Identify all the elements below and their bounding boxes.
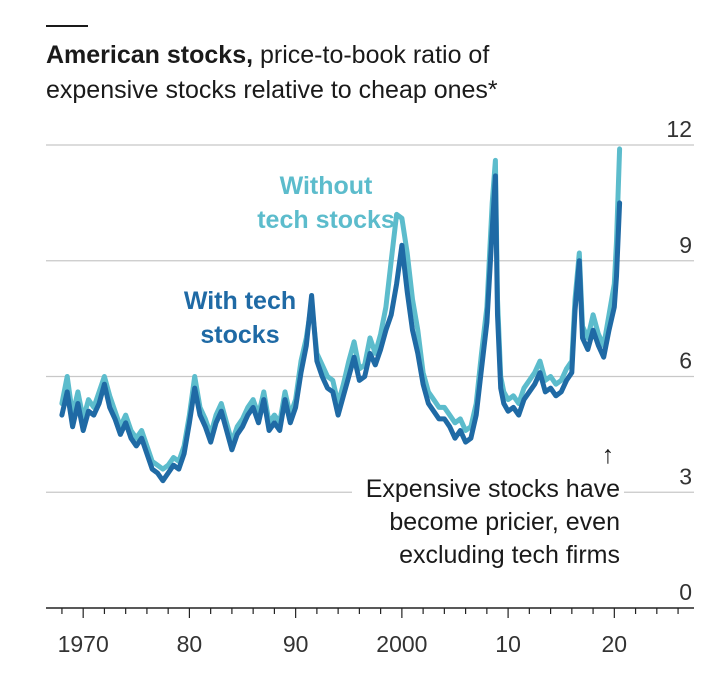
x-tick-label: 90	[283, 631, 309, 657]
subtitle-line2: expensive stocks relative to cheap ones*	[46, 76, 498, 104]
label-without-line1: Without	[280, 172, 373, 200]
note-line3: excluding tech firms	[399, 541, 620, 569]
title-bold: American stocks,	[46, 41, 253, 69]
y-tick-label: 6	[679, 348, 692, 374]
x-tick-label: 20	[602, 631, 628, 657]
chart-title: American stocks, price-to-book ratio of	[46, 41, 489, 69]
x-ticks	[61, 608, 679, 618]
y-tick-label: 3	[679, 463, 692, 489]
x-tick-label: 10	[495, 631, 521, 657]
y-tick-label: 12	[666, 116, 692, 142]
y-tick-label: 9	[679, 232, 692, 258]
note-arrow: ↑	[602, 441, 615, 469]
label-without-line2: tech stocks	[257, 206, 395, 234]
label-with-line2: stocks	[200, 321, 279, 349]
subtitle-line1: price-to-book ratio of	[260, 41, 489, 69]
series-line-with-tech	[59, 173, 623, 484]
x-tick-label: 80	[177, 631, 203, 657]
series-line-without-tech	[59, 146, 623, 472]
note-line2: become pricier, even	[389, 508, 620, 536]
label-with-line1: With tech	[184, 287, 296, 315]
x-tick-label: 2000	[376, 631, 427, 657]
x-tick-labels: 1970 80 90 2000 10 20	[58, 631, 628, 657]
y-tick-labels: 0 3 6 9 12	[666, 116, 692, 605]
y-tick-label: 0	[679, 579, 692, 605]
x-tick-label: 1970	[58, 631, 109, 657]
note-line1: Expensive stocks have	[366, 475, 620, 503]
series-lines	[59, 146, 623, 484]
note-background	[352, 470, 624, 574]
